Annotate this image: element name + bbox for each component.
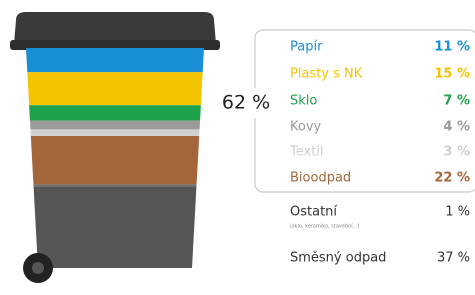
legend-label: Textil xyxy=(289,145,324,160)
bin-body xyxy=(0,48,230,268)
legend: Papír 11 % Plasty s NK 15 % Sklo 7 % Kovy 4 % Te… xyxy=(289,40,470,266)
legend-label: Kovy xyxy=(290,120,322,135)
legend-label: Plasty s NK xyxy=(290,67,363,82)
legend-label: Papír xyxy=(290,40,323,55)
legend-label: Ostatní xyxy=(290,205,337,220)
bin-wheel-hub xyxy=(32,262,44,274)
infographic: 62 % Papír 11 % Plasty s NK 15 % Sklo 7 % Kovy… xyxy=(0,0,475,291)
legend-label: Směsný odpad xyxy=(290,251,386,266)
bin-layer xyxy=(0,136,230,184)
legend-label: Sklo xyxy=(290,94,317,109)
bin-layer xyxy=(0,48,230,72)
value-label: 3 % xyxy=(443,145,470,160)
bin-layer xyxy=(0,72,230,105)
bin-layer xyxy=(0,121,230,130)
bin-lid xyxy=(14,12,216,44)
bin-layer xyxy=(0,105,230,120)
value-label: 7 % xyxy=(443,94,470,109)
value-label: 11 % xyxy=(434,40,470,55)
legend-label: Bioodpad xyxy=(290,171,351,186)
bin-layer xyxy=(0,184,230,186)
value-label: 4 % xyxy=(443,120,470,135)
value-label: 15 % xyxy=(434,67,470,82)
bin-layer xyxy=(0,129,230,136)
value-label: 1 % xyxy=(445,205,470,220)
value-label: 22 % xyxy=(434,171,470,186)
bracket-label: 62 % xyxy=(222,92,270,114)
legend-note: (sklo, keramika, stavební...) xyxy=(290,223,359,230)
value-label: 37 % xyxy=(437,251,470,266)
